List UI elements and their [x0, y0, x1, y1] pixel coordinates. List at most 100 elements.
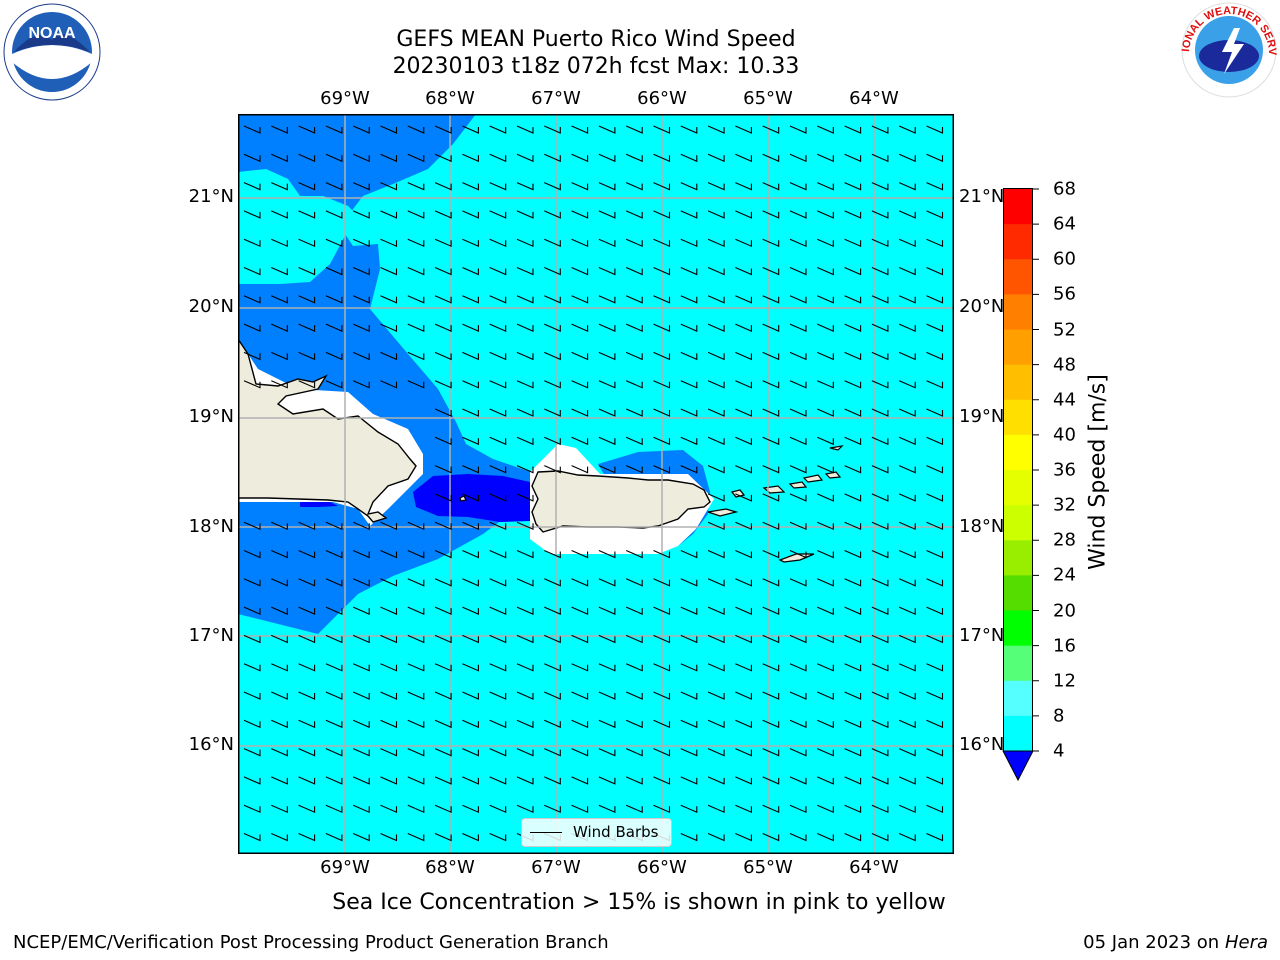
wind-barb — [462, 832, 479, 842]
wind-barb — [516, 691, 534, 700]
wind-barb — [898, 493, 916, 502]
wind-barb — [243, 266, 261, 276]
wind-barb — [544, 691, 561, 700]
wind-barb — [789, 606, 807, 615]
wind-barb — [844, 125, 862, 134]
wind-barb — [352, 634, 370, 644]
island-st-john — [788, 481, 808, 489]
wind-barb — [516, 380, 534, 389]
wind-barb — [271, 380, 288, 389]
wind-barb — [625, 153, 643, 163]
wind-barb — [789, 719, 807, 729]
wind-barb — [462, 549, 479, 559]
wind-barb — [735, 663, 752, 672]
wind-barb — [680, 719, 698, 729]
wind-barb — [871, 408, 889, 417]
wind-barb — [789, 663, 807, 672]
wind-barb — [762, 153, 780, 163]
lat-tick-right: 18°N — [959, 516, 1005, 537]
sea-ice-note: Sea Ice Concentration > 15% is shown in … — [332, 890, 946, 915]
wind-barb — [735, 351, 752, 361]
wind-barb — [817, 465, 834, 474]
wind-barb — [598, 804, 616, 814]
lon-tick-bottom: 67°W — [531, 857, 581, 878]
wind-barb — [489, 748, 507, 757]
wind-barb — [844, 465, 862, 474]
wind-barb — [407, 351, 425, 361]
wind-barb — [352, 549, 370, 559]
wind-barb — [871, 153, 889, 163]
wind-barb — [516, 776, 534, 785]
lat-tick-left: 16°N — [188, 734, 234, 755]
colorbar-segment — [1003, 364, 1033, 401]
wind-barb — [298, 351, 316, 361]
wind-barb — [598, 719, 616, 729]
lon-tick-bottom: 65°W — [743, 857, 793, 878]
wind-barb — [434, 634, 452, 644]
colorbar-segment — [1003, 610, 1033, 647]
wind-barb — [735, 691, 752, 700]
wind-barb — [407, 634, 425, 644]
lat-tick-left: 20°N — [188, 296, 234, 317]
wind-barb — [516, 521, 534, 531]
colorbar — [1002, 188, 1039, 782]
wind-barb — [407, 691, 425, 700]
wind-barb — [298, 323, 316, 332]
wind-barb — [407, 210, 425, 219]
colorbar-segment — [1003, 399, 1033, 436]
wind-barb — [625, 465, 643, 474]
colorbar-segment — [1003, 329, 1033, 366]
wind-barb — [926, 238, 944, 248]
wind-barb — [707, 182, 725, 191]
wind-barb — [871, 210, 889, 219]
wind-barb — [462, 691, 479, 700]
wind-barb — [844, 295, 862, 304]
wind-barb — [817, 153, 834, 163]
lat-tick-right: 17°N — [959, 625, 1005, 646]
wind-barb — [325, 380, 343, 389]
wind-barb — [489, 238, 507, 248]
wind-barb — [571, 606, 589, 615]
wind-barb — [817, 578, 834, 587]
wind-barb — [817, 663, 834, 672]
wind-barb — [735, 832, 752, 842]
wind-barb — [325, 832, 343, 842]
wind-barb — [571, 465, 589, 474]
wind-barb — [653, 408, 671, 417]
wind-barb — [571, 125, 589, 134]
wind-barb — [489, 380, 507, 389]
wind-barb — [544, 606, 561, 615]
wind-barb — [735, 182, 752, 191]
wind-barb — [598, 776, 616, 785]
wind-barb — [898, 691, 916, 700]
wind-barb — [680, 663, 698, 672]
wind-barb — [298, 832, 316, 842]
wind-barb — [871, 776, 889, 785]
wind-barb — [844, 804, 862, 814]
wind-barb — [789, 748, 807, 757]
wind-barb — [844, 521, 862, 531]
wind-barb — [789, 153, 807, 163]
wind-barb — [926, 719, 944, 729]
wind-barb — [516, 266, 534, 276]
wind-barb — [352, 804, 370, 814]
wind-barb — [462, 238, 479, 248]
wind-barb — [298, 663, 316, 672]
wind-barb — [544, 351, 561, 361]
lat-tick-left: 19°N — [188, 406, 234, 427]
wind-barb — [571, 295, 589, 304]
wind-barb — [243, 238, 261, 248]
wind-barb — [571, 549, 589, 559]
wind-barb — [680, 691, 698, 700]
wind-barb — [243, 832, 261, 842]
wind-barb — [898, 153, 916, 163]
wind-barb — [298, 295, 316, 304]
wind-barb — [844, 832, 862, 842]
wind-barb — [898, 663, 916, 672]
wind-barb — [707, 832, 725, 842]
wind-barb — [325, 210, 343, 219]
wind-barb — [680, 804, 698, 814]
wind-barb — [516, 634, 534, 644]
wind-barb — [516, 578, 534, 587]
wind-barb — [544, 804, 561, 814]
